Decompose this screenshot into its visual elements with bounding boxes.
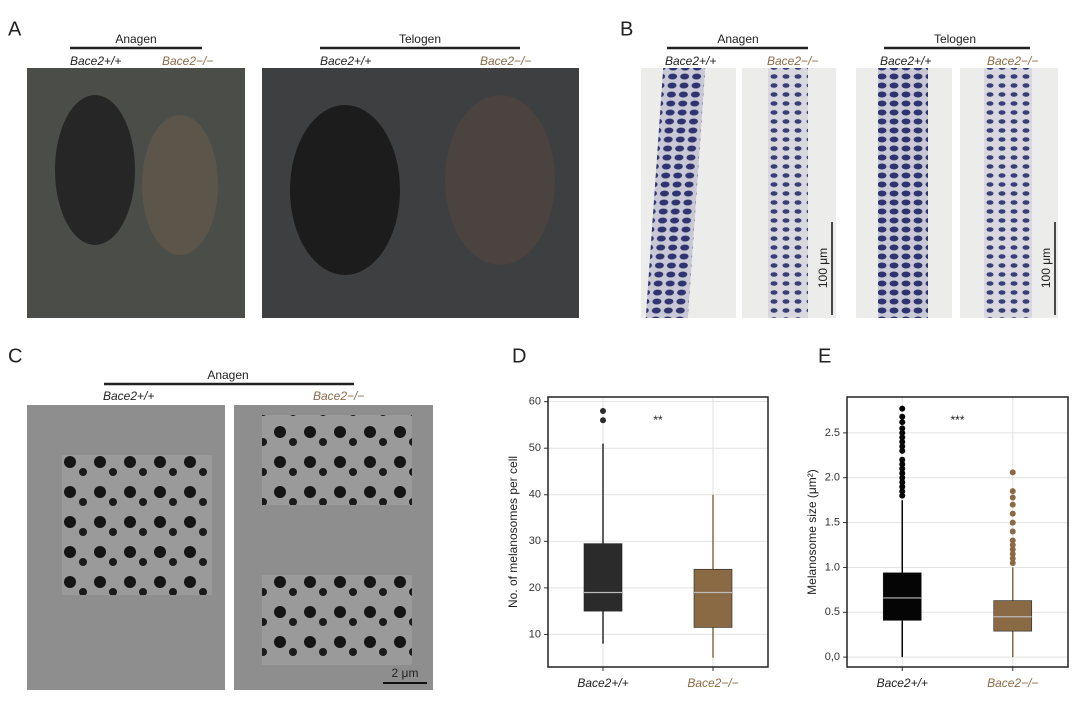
- outlier: [600, 417, 606, 424]
- outlier: [1009, 559, 1016, 566]
- box: [993, 600, 1033, 632]
- box: [583, 543, 623, 612]
- photo-detail: [645, 68, 706, 318]
- scale-label: 100 μm: [816, 248, 830, 288]
- y-tick-label: 50: [529, 442, 541, 454]
- outlier: [1009, 469, 1016, 476]
- panel-letter: E: [818, 345, 831, 367]
- photo-detail: [62, 455, 212, 595]
- y-tick-label: 10: [529, 628, 541, 640]
- genotype-label: Bace2+/+: [320, 54, 371, 68]
- outlier: [899, 425, 906, 432]
- genotype-label: Bace2−/−: [162, 54, 213, 68]
- outlier: [899, 470, 906, 477]
- outlier: [899, 492, 906, 499]
- outlier: [1009, 494, 1016, 501]
- y-tick-label: 60: [529, 396, 541, 408]
- box: [882, 572, 922, 621]
- panel-letter: A: [8, 18, 22, 40]
- genotype-label: Bace2−/−: [313, 389, 364, 403]
- outlier: [1009, 519, 1016, 526]
- stage-label: Telogen: [934, 32, 976, 46]
- outlier: [899, 434, 906, 441]
- y-tick-label: 2.5: [825, 427, 840, 439]
- y-tick-label: 2.0: [825, 472, 840, 484]
- y-tick-label: 40: [529, 489, 541, 501]
- outlier: [1009, 501, 1016, 508]
- x-tick-label: Bace2−/−: [987, 676, 1038, 690]
- photo-detail: [768, 68, 808, 318]
- photo-detail: [142, 115, 218, 255]
- outlier: [899, 405, 906, 412]
- plot-frame: [547, 396, 769, 668]
- outlier: [899, 474, 906, 481]
- outlier: [899, 483, 906, 490]
- y-tick-label: 30: [529, 535, 541, 547]
- outlier: [1009, 528, 1016, 535]
- genotype-label: Bace2+/+: [665, 54, 716, 68]
- photo-detail: [55, 95, 135, 245]
- outlier: [899, 456, 906, 463]
- outlier: [899, 443, 906, 450]
- outlier: [899, 465, 906, 472]
- outlier: [899, 479, 906, 486]
- y-tick-label: 1.5: [825, 516, 840, 528]
- outlier: [899, 419, 906, 426]
- annotation: **: [653, 413, 663, 427]
- stage-label: Telogen: [399, 32, 441, 46]
- outlier: [600, 407, 606, 414]
- genotype-label: Bace2−/−: [767, 54, 818, 68]
- photo-detail: [878, 68, 928, 318]
- y-tick-label: 20: [529, 582, 541, 594]
- stage-label: Anagen: [207, 368, 248, 382]
- panel-letter: C: [8, 345, 22, 367]
- panel-letter: D: [512, 345, 526, 367]
- photo-detail: [262, 575, 412, 665]
- outlier: [899, 447, 906, 454]
- outlier: [1009, 537, 1016, 544]
- outlier: [1009, 555, 1016, 562]
- genotype-label: Bace2+/+: [103, 389, 154, 403]
- plot-frame: [846, 396, 1069, 668]
- genotype-label: Bace2−/−: [987, 54, 1038, 68]
- outlier: [1009, 510, 1016, 517]
- y-tick-label: 0,0: [825, 651, 840, 663]
- box: [693, 568, 733, 628]
- photo-detail: [290, 105, 400, 275]
- outlier: [1009, 542, 1016, 549]
- scale-label: 2 μm: [392, 666, 419, 680]
- scale-label: 100 μm: [1039, 248, 1053, 288]
- photo-detail: [262, 415, 412, 505]
- panel-letter: B: [620, 18, 633, 40]
- outlier: [1009, 550, 1016, 557]
- y-tick-label: 0.5: [825, 606, 840, 618]
- y-tick-label: 1.0: [825, 561, 840, 573]
- outlier: [899, 429, 906, 436]
- y-axis-label: No. of melanosomes per cell: [506, 456, 520, 608]
- stage-label: Anagen: [115, 32, 156, 46]
- genotype-label: Bace2−/−: [480, 54, 531, 68]
- y-axis-label: Melanosome size (μm²): [805, 469, 819, 595]
- outlier: [1009, 546, 1016, 553]
- outlier: [899, 413, 906, 420]
- annotation: ***: [950, 413, 964, 427]
- photo-detail: [984, 68, 1032, 318]
- x-tick-label: Bace2−/−: [687, 676, 738, 690]
- genotype-label: Bace2+/+: [70, 54, 121, 68]
- outlier: [899, 461, 906, 468]
- charts: D No. of melanosomes per cell 10 20 30 40 50 60…: [506, 345, 1069, 690]
- stage-label: Anagen: [717, 32, 758, 46]
- x-tick-label: Bace2+/+: [577, 676, 628, 690]
- photo-detail: [445, 95, 555, 265]
- genotype-label: Bace2+/+: [880, 54, 931, 68]
- outlier: [899, 488, 906, 495]
- outlier: [1009, 488, 1016, 495]
- outlier: [899, 438, 906, 445]
- x-tick-label: Bace2+/+: [877, 676, 928, 690]
